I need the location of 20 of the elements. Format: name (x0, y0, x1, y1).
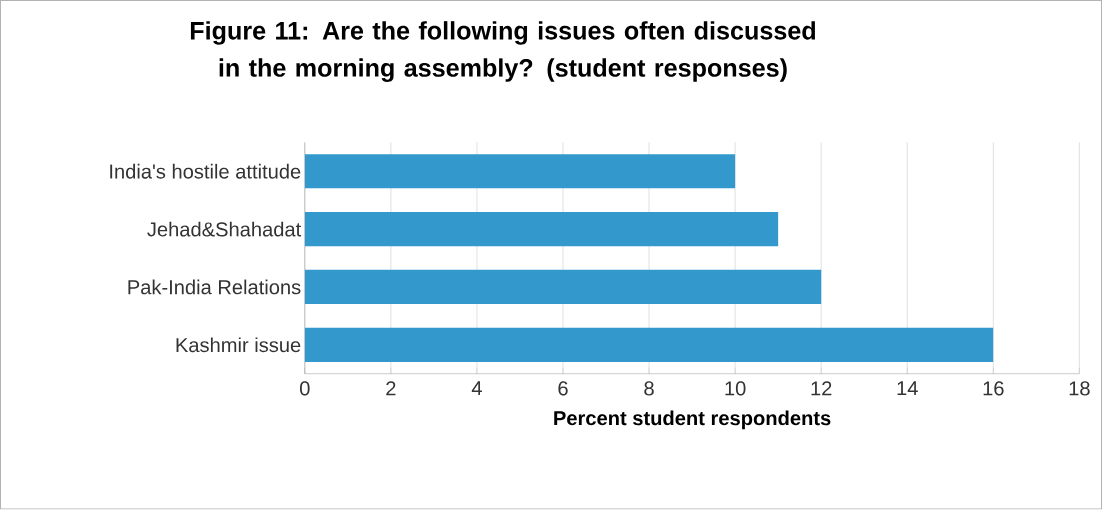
bar (304, 154, 736, 189)
bar (304, 327, 994, 363)
x-tick-label: 12 (811, 381, 832, 396)
x-tick-label: 0 (300, 381, 310, 396)
x-axis-title: Percent student respondents (554, 410, 831, 430)
x-tick-label: 6 (558, 381, 568, 396)
bar (304, 212, 779, 247)
y-tick-label: Pak-India Relations (128, 279, 301, 295)
x-tick-label: 10 (725, 381, 746, 396)
x-tick-label: 16 (983, 381, 1004, 396)
y-tick-label: India's hostile attitude (110, 164, 301, 179)
y-tick-label: Jehad&Shahadat (147, 221, 302, 237)
y-tick-label: Kashmir issue (176, 337, 301, 353)
bar (304, 270, 822, 305)
x-tick-label: 4 (471, 381, 482, 396)
x-tick-label: 8 (644, 381, 654, 396)
chart-title: Figure 11: Are the following issues often discussed in the morning assembly? (student responses) (190, 21, 816, 83)
x-tick-label: 14 (897, 381, 918, 396)
x-tick-label: 18 (1069, 381, 1090, 396)
x-tick-label: 2 (386, 381, 396, 396)
